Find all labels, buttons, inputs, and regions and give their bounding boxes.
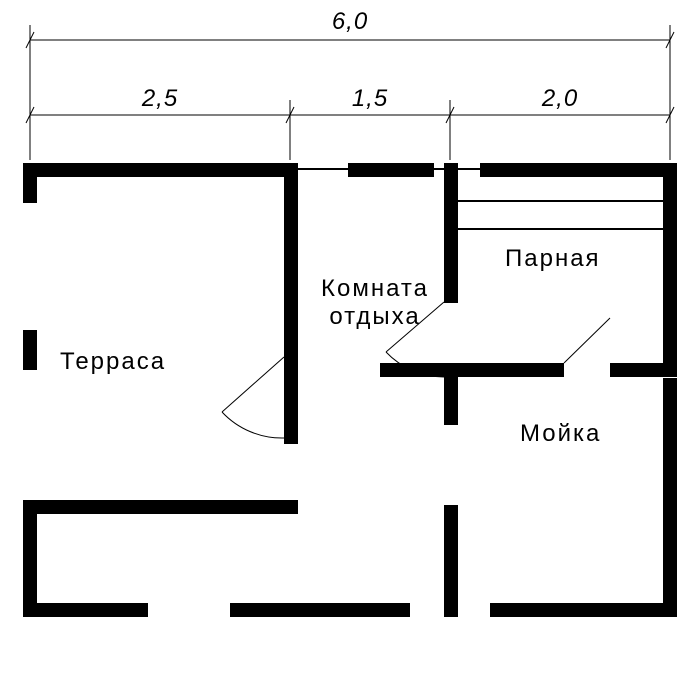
label-steam-room: Парная (505, 245, 601, 273)
label-wash-room: Мойка (520, 420, 601, 448)
label-terrace: Терраса (60, 348, 166, 376)
dim-seg-c: 2,0 (450, 85, 670, 113)
dim-seg-b: 1,5 (290, 85, 450, 113)
dim-seg-a: 2,5 (30, 85, 290, 113)
dim-total-width: 6,0 (0, 8, 700, 36)
label-rest-room: Комната отдыха (300, 275, 450, 331)
walls (23, 163, 677, 617)
